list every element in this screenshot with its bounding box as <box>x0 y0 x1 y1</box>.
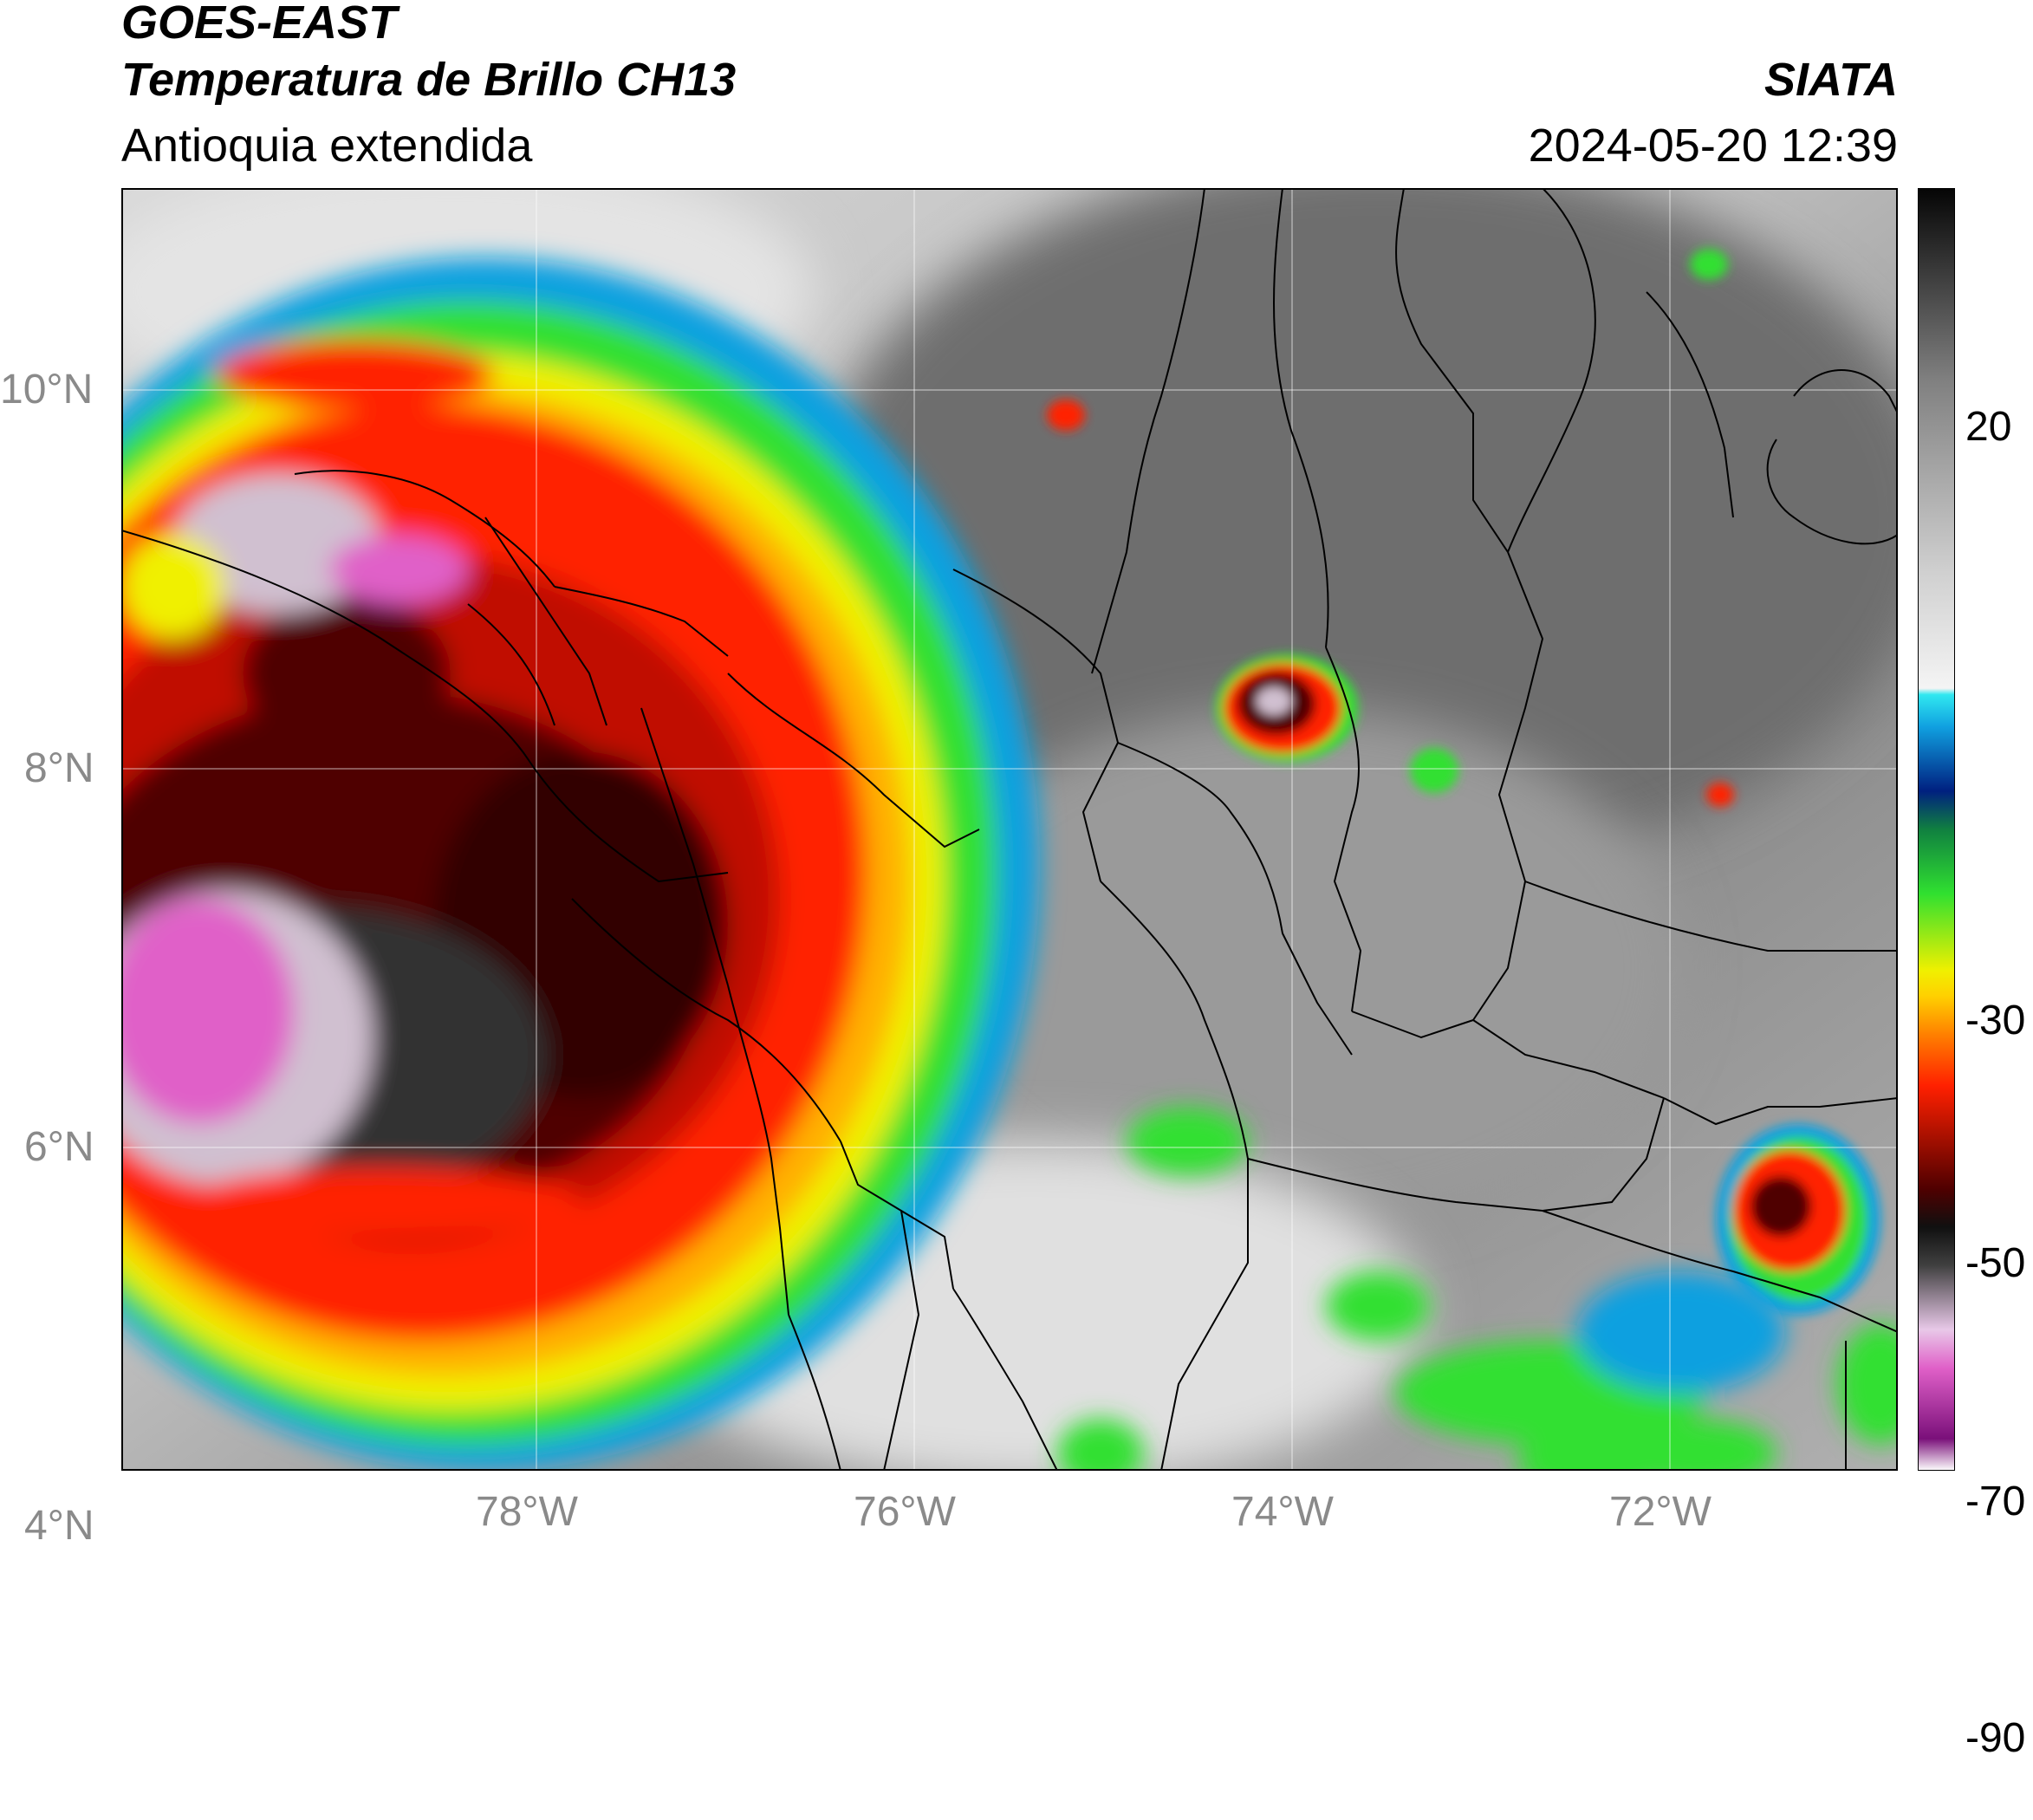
colorbar <box>1918 188 1955 1471</box>
lat-tick-10N: 10°N <box>0 367 94 413</box>
dark-land-field <box>815 188 1898 881</box>
storm-cell-small-a <box>1047 400 1085 431</box>
brightness-temperature-map <box>121 188 1898 1471</box>
storm-cell-southeast <box>1716 1124 1880 1315</box>
colorbar-label-minus30: -30 <box>1965 998 2026 1043</box>
storm-cell-small-c <box>1706 783 1734 807</box>
lon-tick-76W: 76°W <box>854 1489 956 1535</box>
lon-tick-72W: 72°W <box>1609 1489 1711 1535</box>
storm-cell-small-b <box>1410 748 1458 793</box>
lat-tick-8N: 8°N <box>24 745 94 791</box>
region-subtitle: Antioquia extendida <box>121 120 533 172</box>
lat-tick-6N: 6°N <box>24 1124 94 1170</box>
datetime-label: 2024-05-20 12:39 <box>1528 120 1898 172</box>
colorbar-label-minus50: -50 <box>1965 1240 2026 1286</box>
mid-land-field <box>901 708 1681 1228</box>
main-storm-system <box>121 257 1040 1471</box>
lon-tick-78W: 78°W <box>476 1489 578 1535</box>
organization-label: SIATA <box>1764 54 1898 106</box>
colorbar-label-minus90: -90 <box>1965 1715 2026 1761</box>
political-borders <box>121 188 1898 1471</box>
storm-cell-north <box>1216 654 1358 762</box>
colorbar-label-minus70: -70 <box>1965 1479 2026 1524</box>
gridlines <box>121 188 1898 1471</box>
product-title: Temperatura de Brillo CH13 <box>121 54 737 106</box>
satellite-title: GOES-EAST <box>121 0 398 49</box>
colorbar-label-20: 20 <box>1965 404 2012 450</box>
lat-tick-4N: 4°N <box>24 1503 94 1549</box>
lon-tick-74W: 74°W <box>1231 1489 1334 1535</box>
scattered-cells-south <box>1057 1107 1898 1471</box>
storm-cell-small-d <box>1690 249 1728 280</box>
map-frame <box>121 188 1898 1471</box>
